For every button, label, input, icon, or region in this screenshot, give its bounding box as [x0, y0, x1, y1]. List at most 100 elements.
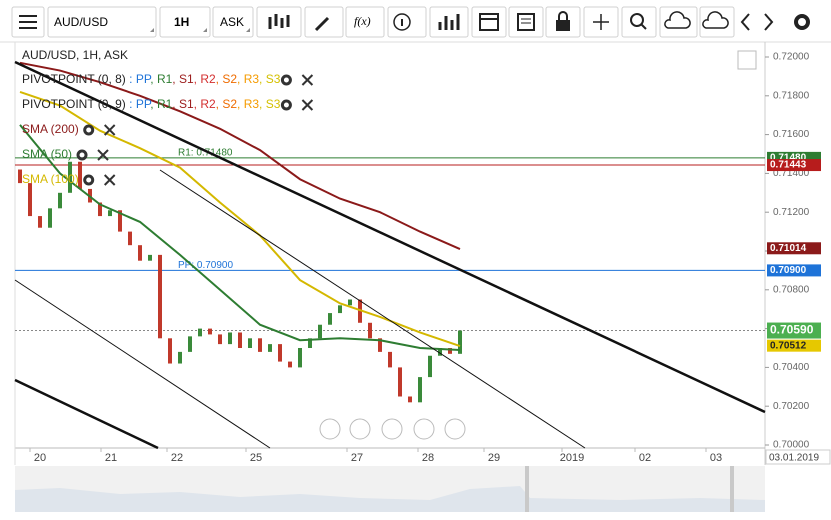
x-tick-label: 29 — [488, 452, 500, 464]
pivot-component: : PP — [126, 72, 152, 86]
y-tick-label: 0.71200 — [773, 207, 810, 218]
zoom-in[interactable] — [413, 418, 435, 440]
info-button[interactable] — [387, 6, 427, 38]
remove-icon[interactable] — [301, 74, 314, 86]
navigator-handle[interactable] — [730, 466, 734, 512]
pivot-component: , S3 — [259, 72, 281, 86]
y-tick-label: 0.72000 — [773, 52, 810, 63]
price-label: 0.71014 — [770, 243, 807, 254]
pivot-component: , R2 — [194, 97, 216, 111]
volume-button[interactable] — [429, 6, 469, 38]
x-tick-label: 25 — [250, 452, 262, 464]
pivot-component: , S3 — [259, 97, 281, 111]
pivot-component: , R1 — [150, 72, 172, 86]
chart-type-button[interactable] — [256, 6, 302, 38]
pivot-name: PIVOTPOINT (0, 9) — [22, 97, 126, 111]
zoom-button[interactable] — [621, 6, 657, 38]
candle-body — [268, 344, 272, 352]
settings-icon[interactable] — [83, 174, 95, 186]
function-button[interactable]: f(x) — [345, 6, 385, 38]
candle-body — [448, 348, 452, 354]
candle-body — [258, 338, 262, 352]
candle-body — [418, 377, 422, 403]
candle-body — [368, 322, 372, 339]
forward-button[interactable] — [764, 13, 774, 31]
candle-body — [238, 332, 242, 348]
price-label: 0.71443 — [770, 160, 807, 171]
settings-icon[interactable] — [280, 74, 292, 86]
candle-body — [58, 192, 62, 209]
candle-body — [288, 361, 292, 368]
pivot-component: , S2 — [216, 97, 238, 111]
candle-body — [208, 328, 212, 335]
pivot-component: , S2 — [216, 72, 238, 86]
lock-button[interactable] — [545, 6, 581, 38]
settings-icon[interactable] — [280, 99, 292, 111]
candle-body — [428, 355, 432, 378]
scroll-right[interactable] — [444, 418, 466, 440]
download-button[interactable] — [699, 6, 735, 38]
maximize-icon[interactable] — [737, 50, 757, 70]
crosshair-button[interactable] — [583, 6, 619, 38]
candle-body — [328, 313, 332, 325]
symbol-field[interactable]: AUD/USD — [47, 6, 157, 38]
settings-icon[interactable] — [83, 124, 95, 136]
candle-body — [248, 338, 252, 348]
navigator-area — [15, 486, 765, 512]
level-line-label: PP: 0.70900 — [178, 260, 233, 271]
candle-body — [38, 216, 42, 228]
pivot-component: , R1 — [150, 97, 172, 111]
calendar-button[interactable] — [471, 6, 507, 38]
trend-line — [159, 169, 586, 449]
sma-line — [19, 90, 461, 348]
zoom-out[interactable] — [349, 418, 371, 440]
x-tick-label: 2019 — [560, 452, 584, 464]
pivot-component: , S1 — [172, 72, 194, 86]
upload-button[interactable] — [659, 6, 698, 38]
x-tick-label: 20 — [34, 452, 46, 464]
candle-body — [138, 245, 142, 261]
side-button[interactable]: ASK — [212, 6, 254, 38]
remove-icon[interactable] — [103, 174, 116, 186]
candle-body — [178, 351, 182, 364]
price-label: 0.70900 — [770, 265, 807, 276]
menu-button[interactable] — [11, 6, 45, 38]
news-button[interactable] — [508, 6, 544, 38]
y-tick-label: 0.71600 — [773, 129, 810, 140]
remove-icon[interactable] — [97, 149, 109, 161]
price-label: 0.71480 — [770, 153, 807, 164]
settings-icon[interactable] — [76, 149, 88, 161]
navigator-handle[interactable] — [525, 466, 529, 512]
price-label-bg — [767, 159, 821, 172]
candle-body — [188, 336, 192, 352]
candle-body — [158, 254, 162, 339]
candle-body — [408, 396, 412, 403]
price-label-bg — [767, 264, 821, 277]
side: ASK — [220, 15, 244, 29]
price-label-bg — [767, 242, 821, 255]
candle-body — [128, 231, 132, 246]
trend-line — [14, 279, 271, 449]
candle-body — [228, 332, 232, 345]
x-tick-label: 22 — [171, 452, 183, 464]
pivot-component: , R2 — [194, 72, 216, 86]
toolbar: AUD/USD 1H ASK f(x) — [0, 0, 831, 43]
back-button[interactable] — [740, 13, 750, 31]
remove-icon[interactable] — [301, 99, 314, 111]
reset[interactable] — [381, 418, 403, 440]
series-label: SMA (100) — [22, 172, 79, 186]
nav-controls — [319, 418, 466, 440]
draw-button[interactable] — [304, 6, 344, 38]
scroll-left[interactable] — [319, 418, 341, 440]
x-tick-label: 02 — [639, 452, 651, 464]
timeframe-button[interactable]: 1H — [159, 6, 211, 38]
settings-button[interactable] — [794, 14, 810, 30]
candle-body — [118, 210, 122, 232]
timeframe: 1H — [174, 15, 189, 29]
sma-line — [19, 124, 461, 351]
y-tick-label: 0.70800 — [773, 284, 810, 295]
plot: R1: 0.71480 PP: 0.70900 — [15, 61, 765, 403]
remove-icon[interactable] — [103, 124, 116, 136]
level-line-label: R1: 0.71480 — [178, 148, 233, 159]
